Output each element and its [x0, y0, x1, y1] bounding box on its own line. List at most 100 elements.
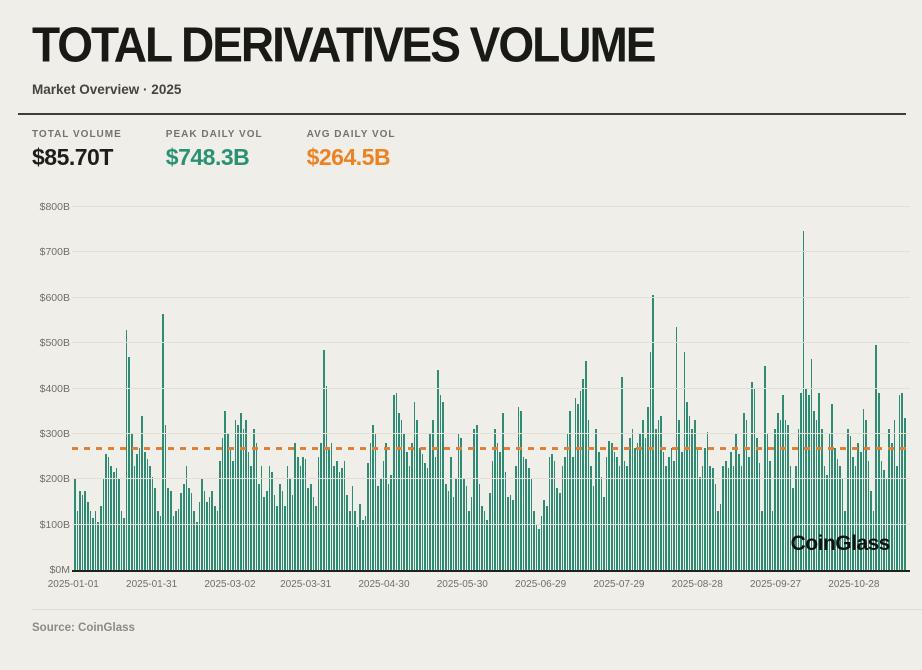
volume-bar	[92, 517, 94, 570]
volume-bar	[99, 506, 102, 570]
volume-bar	[738, 454, 740, 570]
volume-bar	[157, 511, 159, 570]
volume-bar	[517, 406, 520, 570]
volume-bar	[182, 483, 185, 570]
volume-bar	[237, 424, 239, 570]
volume-bar	[878, 393, 880, 570]
gridline-600	[72, 296, 910, 298]
volume-bar	[193, 511, 195, 570]
volume-bar	[312, 497, 315, 570]
volume-bar	[706, 431, 709, 570]
volume-bar	[496, 442, 499, 570]
volume-bar	[667, 456, 670, 570]
volume-bar	[631, 429, 634, 570]
x-tick-label: 2025-04-30	[358, 579, 410, 590]
volume-bar	[683, 352, 686, 570]
volume-bar	[473, 429, 476, 570]
volume-bar	[792, 488, 795, 570]
x-tick-label: 2025-03-31	[280, 579, 332, 590]
volume-bar	[634, 447, 636, 570]
volume-bar	[149, 465, 151, 570]
volume-bar	[320, 442, 322, 570]
volume-bar	[514, 465, 517, 570]
volume-bar	[766, 433, 769, 570]
y-tick-label: $800B	[39, 201, 70, 213]
volume-bar	[250, 465, 252, 570]
volume-bar	[808, 395, 810, 570]
volume-bar	[180, 492, 182, 570]
gridline-800	[72, 206, 910, 207]
volume-bar	[771, 511, 774, 570]
volume-bar	[844, 511, 846, 570]
volume-bar	[904, 418, 906, 570]
volume-bar	[291, 495, 294, 570]
volume-bar	[642, 420, 644, 570]
volume-bar	[369, 442, 372, 570]
volume-bar	[107, 456, 110, 570]
x-tick-label: 2025-05-30	[436, 579, 488, 590]
volume-bar	[86, 501, 89, 570]
volume-bar	[307, 488, 310, 570]
volume-bar	[859, 452, 862, 570]
volume-bar	[509, 495, 512, 570]
volume-bar	[105, 454, 107, 570]
volume-bar	[740, 465, 743, 570]
volume-bar	[258, 483, 260, 570]
volume-bar	[302, 456, 304, 570]
volume-bar	[439, 395, 442, 570]
volume-bar	[893, 420, 896, 570]
volume-bar	[154, 488, 156, 570]
volume-bar	[481, 506, 483, 570]
volume-bar	[476, 424, 478, 570]
volume-bar	[680, 452, 683, 570]
volume-bar	[805, 388, 808, 570]
volume-bar	[387, 483, 390, 570]
volume-bar	[203, 490, 206, 570]
y-tick-label: $300B	[39, 427, 70, 440]
infographic-page: TOTAL DERIVATIVES VOLUME Market Overview…	[18, 20, 922, 634]
volume-bar	[491, 461, 494, 570]
volume-bar	[839, 465, 841, 570]
volume-bar	[208, 497, 211, 570]
volume-bar	[330, 442, 333, 570]
volume-bar	[885, 479, 888, 570]
volume-bar	[351, 486, 354, 570]
volume-bar	[714, 483, 717, 570]
volume-bar	[224, 411, 227, 570]
volume-bar	[221, 438, 224, 570]
volume-bar	[582, 379, 584, 570]
y-tick-label: $100B	[39, 518, 70, 531]
volume-bar	[670, 447, 673, 570]
volume-bar	[247, 452, 250, 570]
gridline-500	[72, 342, 910, 344]
volume-bar	[730, 452, 732, 570]
volume-bar	[429, 433, 431, 570]
volume-bar	[533, 511, 535, 570]
volume-bar	[743, 413, 745, 570]
volume-bar	[636, 442, 639, 570]
volume-bar	[569, 411, 571, 570]
volume-bar	[709, 465, 712, 570]
volume-bar	[260, 465, 263, 570]
volume-bar	[564, 456, 566, 570]
volume-bar	[120, 511, 123, 570]
volume-bar	[727, 467, 730, 570]
volume-bar	[328, 449, 330, 570]
volume-bar	[110, 465, 112, 570]
stat-peak-daily-vol-value: $748.3B	[165, 144, 250, 170]
volume-bar	[136, 454, 138, 570]
volume-bar	[712, 467, 714, 570]
volume-bar	[769, 461, 771, 570]
volume-bar	[556, 488, 559, 570]
volume-bar	[584, 361, 587, 570]
volume-bar	[276, 506, 278, 570]
volume-bar	[252, 429, 255, 570]
volume-bar	[577, 404, 579, 570]
volume-bar	[810, 359, 813, 570]
volume-bar	[317, 456, 320, 570]
volume-bar	[354, 511, 356, 570]
volume-bar	[605, 456, 608, 570]
page-subtitle: Market Overview · 2025	[32, 82, 182, 97]
volume-bar	[647, 406, 649, 570]
y-tick-label: $600B	[39, 291, 70, 304]
